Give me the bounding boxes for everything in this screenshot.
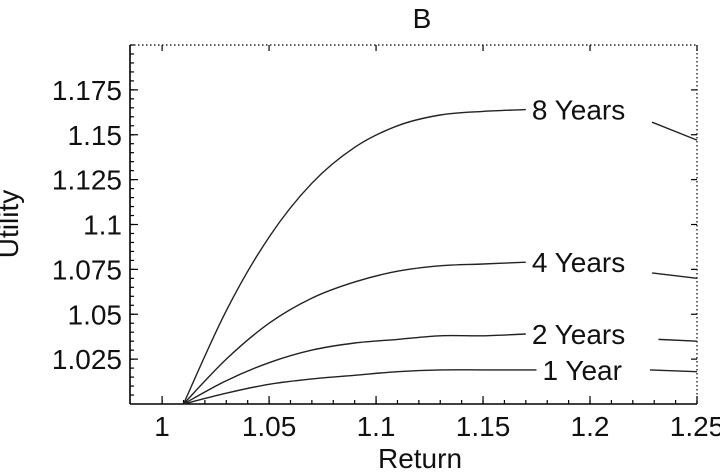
y-axis-title: Utility (0, 190, 24, 258)
x-axis-title: Return (378, 443, 462, 473)
series-label: 4 Years (532, 247, 625, 278)
series-label: 1 Year (543, 355, 622, 386)
x-tick-label: 1.05 (242, 411, 297, 442)
series-curve-tail (649, 369, 698, 373)
y-tick-label: 1.1 (83, 210, 122, 241)
x-tick-label: 1 (154, 411, 170, 442)
y-tick-label: 1.15 (68, 120, 123, 151)
y-tick-label: 1.075 (52, 254, 122, 285)
series-curve-tail (651, 272, 698, 280)
series-curve (182, 108, 526, 405)
chart-title: B (413, 3, 432, 34)
series-curve-tail (658, 338, 698, 342)
x-tick-label: 1.15 (456, 411, 511, 442)
y-tick-label: 1.125 (52, 165, 122, 196)
y-tick-label: 1.05 (68, 299, 123, 330)
series-curves (182, 108, 698, 405)
x-tick-label: 1.25 (670, 411, 720, 442)
series-curve (182, 261, 526, 405)
y-tick-label: 1.025 (52, 344, 122, 375)
x-tick-label: 1.1 (357, 411, 396, 442)
series-curve (183, 333, 526, 405)
series-label: 2 Years (532, 319, 625, 350)
x-tick-label: 1.2 (571, 411, 610, 442)
series-labels: 8 Years 4 Years 2 Years 1 Year (532, 95, 625, 386)
axis-ticks: 1 1.05 1.1 1.15 1.2 1.25 1.025 1.05 1.075 1.1 1.12… (52, 44, 720, 442)
series-curve (183, 369, 537, 405)
series-label: 8 Years (532, 95, 625, 126)
series-curve-tail (651, 121, 698, 141)
y-tick-label: 1.175 (52, 75, 122, 106)
